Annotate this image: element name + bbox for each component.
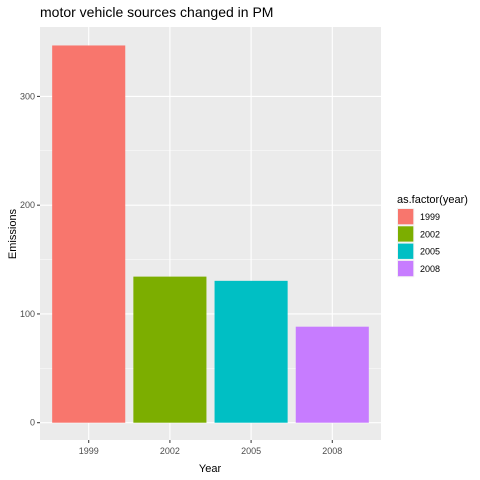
legend-label-2008: 2008 — [420, 264, 440, 274]
y-tick-label: 0 — [30, 418, 35, 428]
legend-swatch-2002 — [398, 226, 414, 242]
legend-title: as.factor(year) — [397, 194, 468, 206]
bar-2005 — [214, 280, 288, 423]
x-tick-label: 2008 — [322, 446, 342, 456]
y-axis: 0 100 200 300 — [20, 91, 40, 428]
y-axis-title: Emissions — [7, 208, 19, 259]
legend-label-1999: 1999 — [420, 212, 440, 222]
y-tick-label: 200 — [20, 200, 35, 210]
x-tick-label: 2002 — [160, 446, 180, 456]
bar-1999 — [52, 45, 126, 423]
bar-2008 — [295, 326, 369, 423]
chart-title: motor vehicle sources changed in PM — [40, 4, 273, 20]
legend-label-2002: 2002 — [420, 229, 440, 239]
legend-swatch-2008 — [398, 260, 414, 277]
bars — [52, 45, 369, 423]
y-tick-label: 300 — [20, 91, 35, 101]
legend-label-2005: 2005 — [420, 247, 440, 257]
y-tick-label: 100 — [20, 309, 35, 319]
x-axis: 1999 2002 2005 2008 — [79, 440, 342, 456]
legend-swatch-2005 — [398, 243, 414, 259]
legend-swatch-1999 — [398, 209, 414, 225]
legend: as.factor(year) 1999 2002 2005 2008 — [397, 194, 468, 278]
bar-2002 — [133, 276, 207, 423]
x-tick-label: 1999 — [79, 446, 99, 456]
x-axis-title: Year — [199, 463, 222, 475]
x-tick-label: 2005 — [241, 446, 261, 456]
